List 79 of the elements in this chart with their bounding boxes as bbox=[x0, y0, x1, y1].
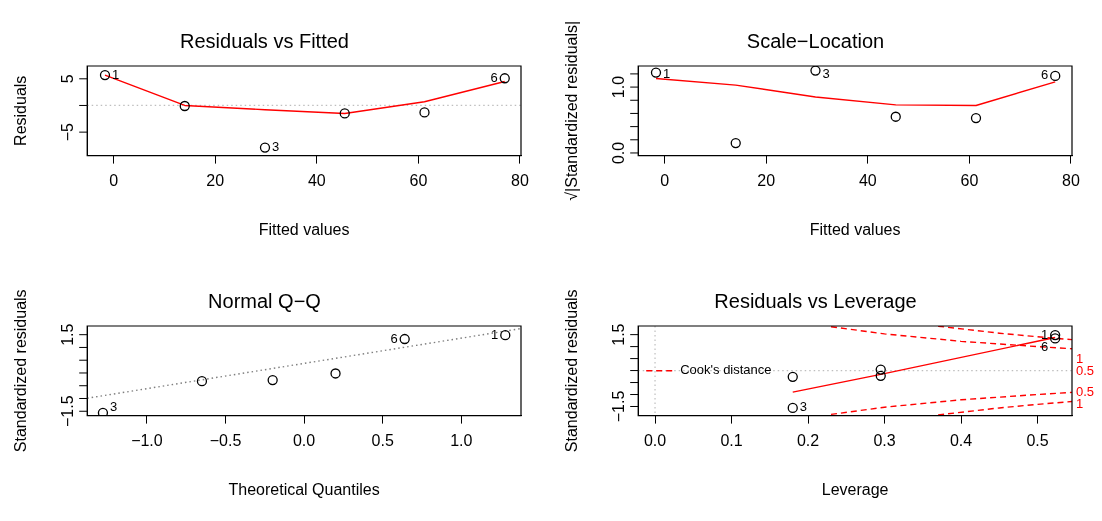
x-tick-label: 0.4 bbox=[949, 431, 973, 449]
legend-label: Cook's distance bbox=[680, 362, 772, 378]
x-tick-label: 0.2 bbox=[796, 431, 820, 449]
y-axis-title: Residuals bbox=[12, 75, 30, 146]
y-tick-label: −1.5 bbox=[58, 395, 76, 428]
point bbox=[970, 112, 982, 124]
point bbox=[890, 111, 901, 122]
y-tick-label: 0.0 bbox=[609, 141, 627, 165]
y-tick-label: 1.5 bbox=[609, 323, 627, 346]
x-tick-label: 0.0 bbox=[292, 431, 316, 449]
y-tick-label: 5 bbox=[58, 74, 76, 84]
annotation: 1 bbox=[662, 65, 671, 81]
line-series bbox=[830, 391, 1072, 416]
annotation: 3 bbox=[799, 399, 807, 415]
point bbox=[500, 330, 511, 341]
annotation: 3 bbox=[109, 399, 118, 415]
x-axis-title: Leverage bbox=[821, 480, 889, 498]
point bbox=[499, 73, 510, 84]
y-tick-label: 1.0 bbox=[609, 75, 627, 99]
x-tick-label: 0.5 bbox=[371, 431, 394, 449]
x-axis-title: Theoretical Quantiles bbox=[228, 480, 380, 498]
x-tick-label: −0.5 bbox=[209, 431, 242, 449]
chart-title: Residuals vs Leverage bbox=[714, 289, 917, 312]
annotation: 3 bbox=[271, 139, 280, 155]
x-axis-title: Fitted values bbox=[809, 220, 901, 238]
x-tick-label: 1.0 bbox=[450, 431, 473, 449]
annotation: 1 bbox=[1040, 326, 1049, 342]
x-tick-label: 20 bbox=[757, 171, 776, 189]
chart-title: Scale−Location bbox=[746, 29, 885, 52]
y-axis-title: Standardized residuals bbox=[563, 289, 581, 453]
y-tick-label: 1.5 bbox=[58, 323, 76, 346]
annotation: 6 bbox=[1041, 67, 1049, 83]
point bbox=[330, 368, 341, 379]
x-tick-label: 0.1 bbox=[720, 431, 743, 449]
point bbox=[1050, 333, 1061, 344]
x-tick-label: 0 bbox=[109, 171, 119, 189]
y-axis-title: √|Standardized residuals| bbox=[563, 20, 581, 201]
annotation: 1 bbox=[111, 66, 120, 82]
chart-title: Normal Q−Q bbox=[208, 289, 321, 312]
point bbox=[179, 100, 190, 112]
annotation: 6 bbox=[490, 69, 498, 85]
point bbox=[1050, 70, 1061, 82]
x-tick-label: 80 bbox=[511, 171, 529, 189]
y-tick-label: −1.5 bbox=[609, 390, 627, 423]
point bbox=[399, 333, 410, 345]
x-tick-label: 40 bbox=[858, 171, 877, 189]
x-tick-label: 20 bbox=[206, 171, 225, 189]
y-axis-title: Standardized residuals bbox=[12, 289, 30, 453]
point bbox=[419, 107, 430, 118]
x-tick-label: 60 bbox=[409, 171, 428, 189]
point bbox=[730, 137, 741, 149]
point bbox=[650, 67, 662, 78]
point bbox=[810, 66, 821, 76]
y-tick-label: −5 bbox=[58, 122, 76, 142]
point bbox=[1050, 329, 1061, 341]
annotation: 1 bbox=[491, 326, 499, 342]
x-tick-label: 0.0 bbox=[643, 431, 667, 449]
point bbox=[267, 374, 278, 386]
x-tick-label: 0.5 bbox=[1026, 431, 1049, 449]
point bbox=[99, 69, 111, 81]
point bbox=[875, 370, 886, 381]
point bbox=[787, 371, 798, 382]
x-tick-label: 0 bbox=[660, 171, 670, 189]
x-tick-label: 60 bbox=[960, 171, 979, 189]
point bbox=[787, 402, 798, 414]
x-tick-label: 40 bbox=[307, 171, 326, 189]
annotation: 6 bbox=[390, 330, 398, 346]
point bbox=[259, 142, 271, 153]
annotation: 3 bbox=[822, 65, 830, 81]
point bbox=[97, 407, 109, 416]
x-tick-label: −1.0 bbox=[131, 431, 163, 449]
line-series bbox=[937, 400, 1072, 416]
point bbox=[196, 375, 208, 387]
point bbox=[875, 364, 886, 375]
x-tick-label: 0.3 bbox=[873, 431, 896, 449]
x-tick-label: 80 bbox=[1062, 171, 1080, 189]
chart-title: Residuals vs Fitted bbox=[180, 29, 349, 52]
x-axis-title: Fitted values bbox=[258, 220, 350, 238]
point bbox=[339, 108, 350, 119]
